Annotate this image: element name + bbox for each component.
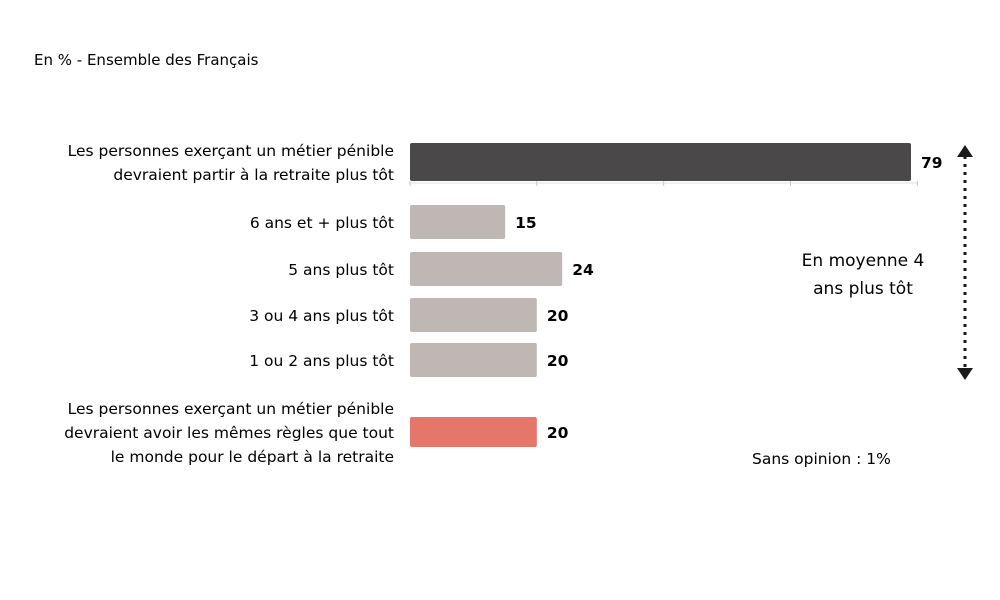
bar-value-label-4: 20 xyxy=(547,352,569,370)
bar-5 xyxy=(410,417,537,447)
average-annotation: En moyenne 4 ans plus tôt xyxy=(802,251,925,299)
category-label-0-1: devraient partir à la retraite plus tôt xyxy=(113,166,394,184)
bar-3 xyxy=(410,298,537,332)
x-axis xyxy=(409,181,918,186)
bar-1 xyxy=(410,205,506,239)
bar-4 xyxy=(410,343,537,377)
bar-value-label-0: 79 xyxy=(921,154,943,172)
annotation-line-0: En moyenne 4 xyxy=(802,251,925,271)
range-arrow xyxy=(957,145,973,380)
category-label-2-0: 5 ans plus tôt xyxy=(288,261,394,279)
bar-value-label-3: 20 xyxy=(547,307,569,325)
chart-marks: 79 Les personnes exerçant un métier pénib… xyxy=(64,142,942,466)
bar-value-label-5: 20 xyxy=(547,424,569,442)
category-label-5-2: le monde pour le départ à la retraite xyxy=(111,448,394,466)
category-label-3-0: 3 ou 4 ans plus tôt xyxy=(249,307,394,325)
bar-value-label-1: 15 xyxy=(515,214,537,232)
annotation-line-1: ans plus tôt xyxy=(813,279,913,299)
bar-value-label-2: 24 xyxy=(572,261,594,279)
category-label-5-0: Les personnes exerçant un métier pénible xyxy=(68,400,394,418)
arrow-up-icon xyxy=(957,145,973,157)
bar-0 xyxy=(410,143,911,181)
category-label-1-0: 6 ans et + plus tôt xyxy=(250,214,394,232)
category-label-5-1: devraient avoir les mêmes règles que tou… xyxy=(64,424,394,442)
chart-subtitle: En % - Ensemble des Français xyxy=(34,51,259,69)
category-label-0-0: Les personnes exerçant un métier pénible xyxy=(68,142,394,160)
bar-2 xyxy=(410,252,563,286)
arrow-down-icon xyxy=(957,368,973,380)
category-label-4-0: 1 ou 2 ans plus tôt xyxy=(249,352,394,370)
footnote-sans-opinion: Sans opinion : 1% xyxy=(752,450,891,468)
